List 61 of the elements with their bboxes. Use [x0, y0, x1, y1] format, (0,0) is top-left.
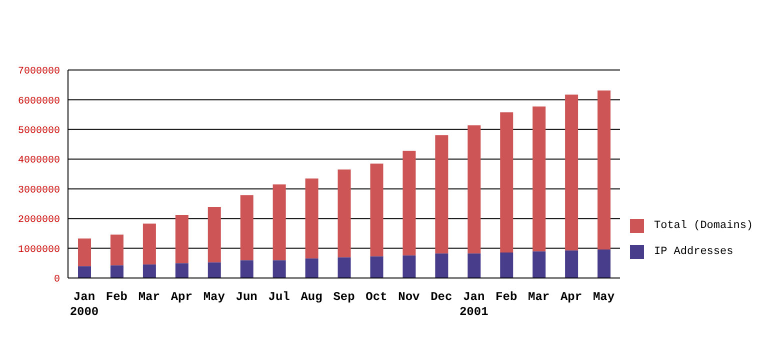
bar [338, 170, 351, 258]
x-tick-label: Oct [366, 290, 388, 304]
x-tick-label: Apr [170, 290, 192, 304]
bar [468, 253, 481, 278]
bar [532, 106, 546, 252]
bar [370, 256, 384, 278]
bar [435, 135, 448, 254]
y-tick-label: 4000000 [18, 156, 60, 167]
bar [208, 206, 221, 262]
bar [110, 265, 124, 278]
bar [208, 262, 221, 278]
x-tick-label: Jun [236, 290, 258, 304]
x-tick-label: Jan 2001 [459, 290, 488, 319]
bar [500, 112, 514, 252]
legend-label: Total (Domains) [654, 220, 754, 232]
bar [305, 178, 318, 258]
x-tick-label: May [203, 290, 225, 304]
x-tick-label: Mar [528, 290, 550, 304]
bar [175, 263, 188, 278]
bar [142, 264, 156, 278]
x-tick-label: Feb [106, 290, 128, 304]
x-tick-label: Dec [430, 290, 452, 304]
bar [305, 258, 318, 278]
bar [565, 94, 578, 250]
bar [468, 125, 481, 254]
y-tick-label: 3000000 [18, 185, 60, 196]
y-tick-label: 7000000 [18, 66, 60, 78]
x-tick-label: Nov [398, 290, 420, 304]
x-tick-label: Sep [333, 290, 355, 304]
legend-label: IP Addresses [654, 246, 734, 258]
bar [402, 150, 416, 256]
y-tick-label: 2000000 [18, 215, 60, 226]
x-tick-label: Feb [496, 290, 518, 304]
bar [435, 253, 448, 278]
bar [565, 250, 578, 278]
x-tick-label: Jan 2000 [70, 290, 99, 319]
bar [402, 255, 416, 278]
x-tick-label: Aug [300, 290, 322, 304]
bar [175, 215, 188, 264]
bar [598, 249, 611, 278]
x-tick-label: Jul [268, 290, 290, 304]
y-tick-label: 0 [54, 274, 60, 286]
y-tick-label: 5000000 [18, 126, 60, 137]
x-tick-label: Apr [560, 290, 582, 304]
x-tick-label: Mar [138, 290, 160, 304]
x-tick-label: May [592, 290, 615, 304]
y-tick-label: 1000000 [18, 244, 60, 256]
bar [500, 252, 514, 278]
bar [338, 257, 351, 278]
bar [272, 260, 286, 278]
y-tick-label: 6000000 [18, 96, 60, 108]
bar [142, 224, 156, 264]
bar [78, 238, 91, 266]
bar [370, 164, 384, 256]
bar [272, 184, 286, 260]
bar [78, 266, 91, 278]
bar [532, 251, 546, 278]
bar [240, 260, 254, 278]
bar [110, 234, 124, 266]
bar [598, 90, 611, 250]
bar [240, 195, 254, 260]
